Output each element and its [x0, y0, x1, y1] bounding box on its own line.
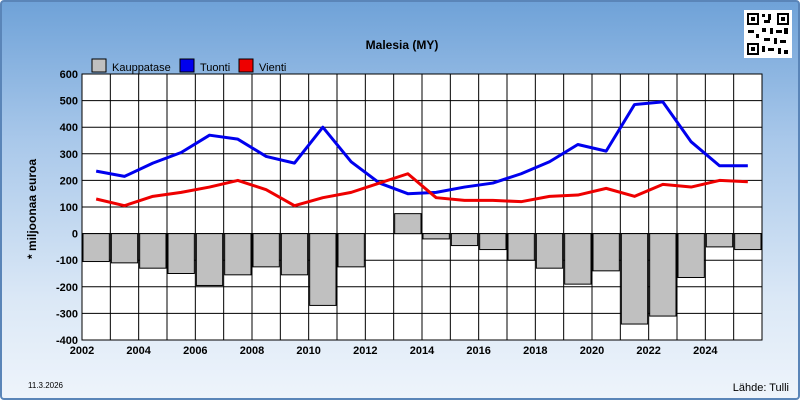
y-tick-label: 100: [60, 202, 78, 214]
chart-title: Malesia (MY): [366, 38, 439, 52]
y-axis-label: * miljoonaa euroa: [25, 159, 39, 259]
bar-kauppatase: [734, 233, 762, 251]
y-tick-label: -100: [56, 255, 78, 267]
legend-label-tuonti: Tuonti: [200, 62, 230, 74]
x-tick-label: 2024: [693, 345, 718, 357]
bar-kauppatase: [252, 233, 280, 268]
y-tick-label: 200: [60, 175, 78, 187]
line-tuonti: [95, 100, 748, 196]
x-tick-label: 2004: [126, 345, 151, 357]
bar-kauppatase: [705, 233, 734, 248]
bar-kauppatase: [224, 233, 252, 276]
bar-kauppatase: [139, 233, 167, 269]
y-tick-label: 300: [60, 149, 78, 161]
y-tick-label: -400: [56, 335, 78, 347]
x-tick-label: 2002: [70, 345, 94, 357]
y-tick-label: -300: [56, 308, 78, 320]
bar-kauppatase: [337, 233, 365, 268]
x-tick-label: 2020: [580, 345, 604, 357]
footer-date: 11.3.2026: [28, 381, 64, 390]
bar-kauppatase: [450, 233, 479, 247]
bar-kauppatase: [195, 233, 224, 286]
y-tick-label: -200: [56, 282, 78, 294]
bar-kauppatase: [167, 233, 195, 275]
qr-code-icon: [744, 10, 792, 58]
legend-swatch-kauppatase: [91, 58, 107, 73]
x-tick-label: 2012: [353, 345, 377, 357]
bar-kauppatase: [677, 233, 705, 278]
x-tick-label: 2022: [636, 345, 660, 357]
x-tick-label: 2018: [523, 345, 547, 357]
bar-kauppatase: [280, 233, 309, 276]
bar-kauppatase: [479, 233, 507, 251]
y-tick-label: 0: [72, 229, 78, 241]
bar-kauppatase: [535, 233, 564, 269]
plot-border: [81, 73, 763, 341]
x-tick-label: 2006: [183, 345, 207, 357]
bar-kauppatase: [422, 233, 450, 240]
x-tick-label: 2014: [410, 345, 435, 357]
bar-kauppatase: [82, 233, 110, 263]
bar-kauppatase: [620, 233, 649, 325]
bar-kauppatase: [507, 233, 535, 261]
legend-swatch-tuonti: [179, 58, 195, 73]
bar-kauppatase: [649, 233, 677, 317]
x-tick-label: 2010: [296, 345, 320, 357]
line-vienti: [95, 172, 748, 208]
bar-kauppatase: [394, 213, 422, 235]
legend-label-kauppatase: Kauppatase: [112, 62, 171, 74]
bar-kauppatase: [592, 233, 620, 272]
y-tick-label: 600: [60, 69, 78, 81]
y-tick-label: 500: [60, 96, 78, 108]
legend: Kauppatase Tuonti Vienti: [91, 58, 286, 74]
footer-source: Lähde: Tulli: [733, 382, 789, 394]
bar-kauppatase: [564, 233, 592, 285]
bar-kauppatase: [309, 233, 337, 306]
y-tick-label: 400: [60, 122, 78, 134]
legend-label-vienti: Vienti: [259, 62, 286, 74]
legend-swatch-vienti: [238, 58, 254, 73]
x-tick-label: 2016: [466, 345, 490, 357]
bar-kauppatase: [110, 233, 139, 264]
x-tick-label: 2008: [240, 345, 264, 357]
